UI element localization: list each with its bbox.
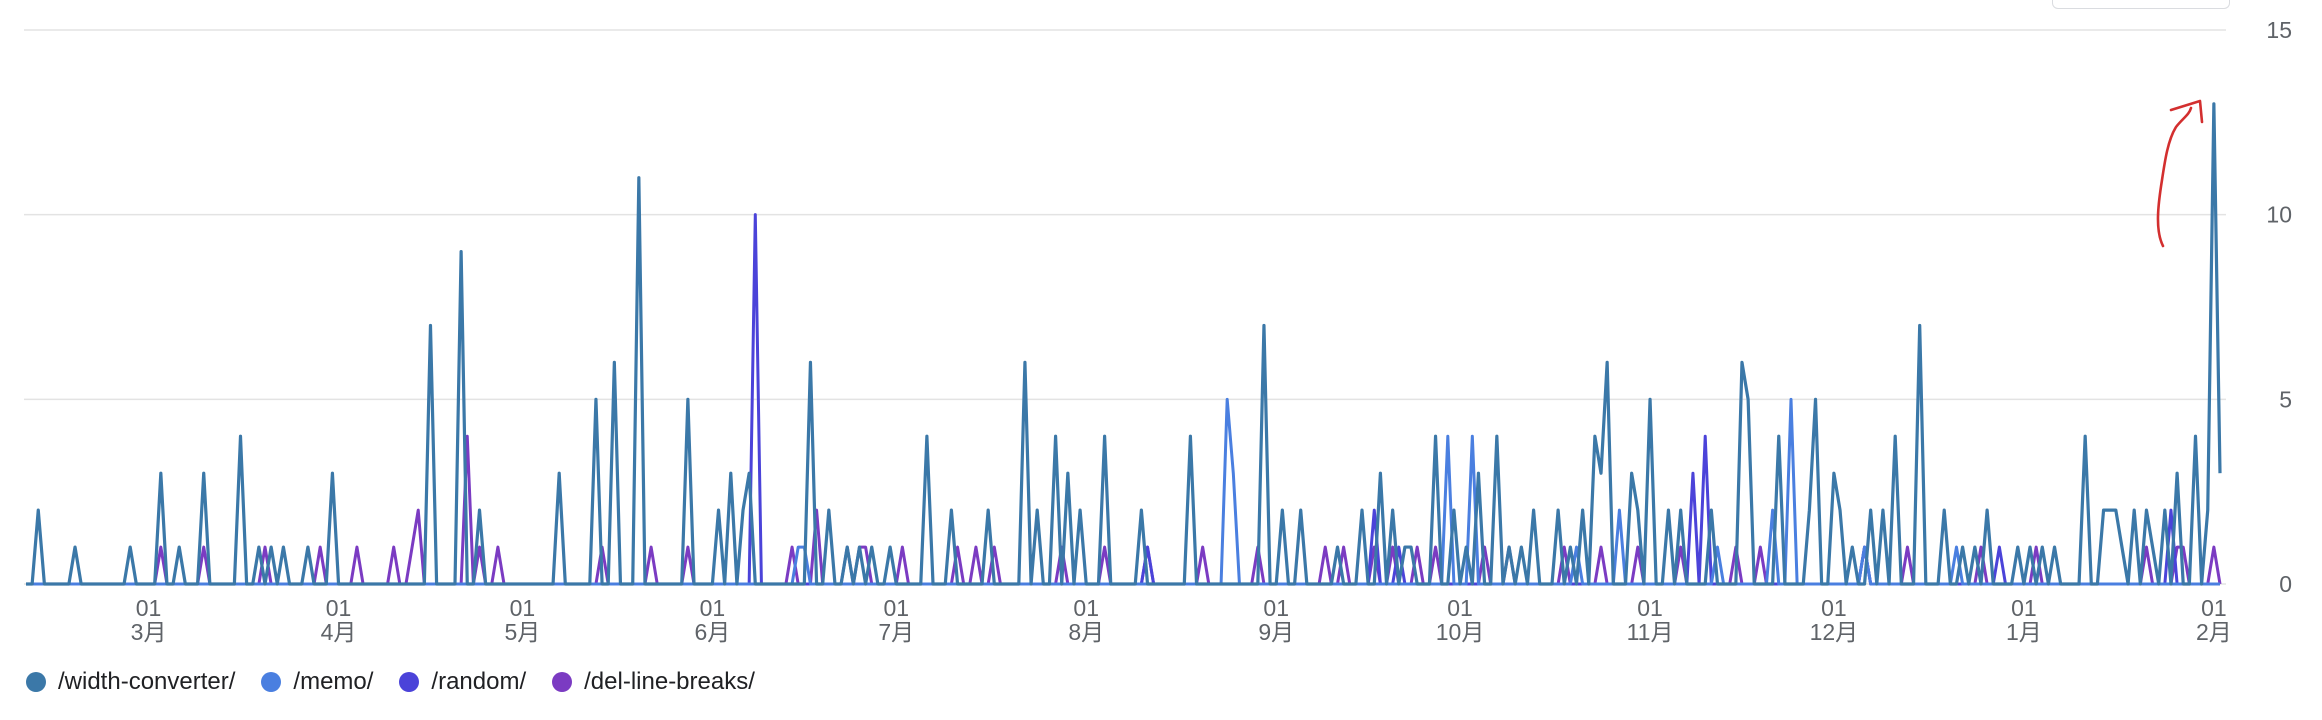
x-tick-label-day: 01 <box>326 595 352 621</box>
top-control-button[interactable] <box>2052 0 2230 9</box>
x-tick-label-day: 01 <box>1447 595 1473 621</box>
x-tick-label-month: 4月 <box>321 619 357 645</box>
legend-marker <box>26 672 46 692</box>
gridlines <box>24 29 2226 585</box>
x-tick-label-day: 01 <box>1073 595 1099 621</box>
legend-label: /width-converter/ <box>58 668 236 695</box>
x-tick-label-month: 3月 <box>131 619 167 645</box>
x-tick-label-month: 1月 <box>2006 619 2042 645</box>
x-tick-label-day: 01 <box>510 595 536 621</box>
y-axis-ticks: 0 5 10 15 <box>2266 17 2292 597</box>
y-tick-label: 5 <box>2279 386 2292 412</box>
legend-label: /del-line-breaks/ <box>584 668 755 695</box>
legend-marker <box>399 672 420 692</box>
x-tick-label-month: 7月 <box>878 619 914 645</box>
x-tick-label-month: 8月 <box>1068 619 1104 645</box>
legend-item-random[interactable]: /random/ <box>399 668 526 696</box>
x-tick-label-day: 01 <box>2011 595 2037 621</box>
x-tick-label-month: 6月 <box>694 619 730 645</box>
legend-item-memo[interactable]: /memo/ <box>261 668 373 696</box>
x-tick-label-day: 01 <box>1821 595 1847 621</box>
y-tick-label: 10 <box>2266 202 2292 228</box>
x-tick-label-month: 10月 <box>1436 619 1485 645</box>
legend-marker <box>261 672 282 692</box>
x-tick-label-day: 01 <box>1263 595 1289 621</box>
x-tick-label-month: 9月 <box>1258 619 1294 645</box>
y-tick-label: 15 <box>2266 17 2292 43</box>
x-tick-label-day: 01 <box>883 595 909 621</box>
x-tick-label-month: 5月 <box>505 619 541 645</box>
legend-marker <box>552 672 573 692</box>
x-tick-label-day: 01 <box>136 595 162 621</box>
legend: /width-converter/ /memo/ /random/ /del-l… <box>26 668 755 696</box>
legend-item-width-converter[interactable]: /width-converter/ <box>26 668 235 696</box>
series-line-width-converter <box>26 102 2222 586</box>
x-tick-label-day: 01 <box>1637 595 1663 621</box>
x-axis-ticks: 013月014月015月016月017月018月019月0110月0111月01… <box>131 595 2232 645</box>
x-tick-label-day: 01 <box>2201 595 2227 621</box>
legend-label: /random/ <box>431 668 527 695</box>
x-tick-label-month: 2月 <box>2196 619 2232 645</box>
series-lines <box>26 102 2222 586</box>
x-tick-label-day: 01 <box>700 595 726 621</box>
legend-item-del-line-breaks[interactable]: /del-line-breaks/ <box>552 668 755 696</box>
legend-label: /memo/ <box>293 668 374 695</box>
y-tick-label: 0 <box>2279 571 2292 597</box>
x-tick-label-month: 12月 <box>1810 619 1859 645</box>
x-tick-label-month: 11月 <box>1627 619 1674 645</box>
annotation-arrow <box>2156 99 2204 248</box>
